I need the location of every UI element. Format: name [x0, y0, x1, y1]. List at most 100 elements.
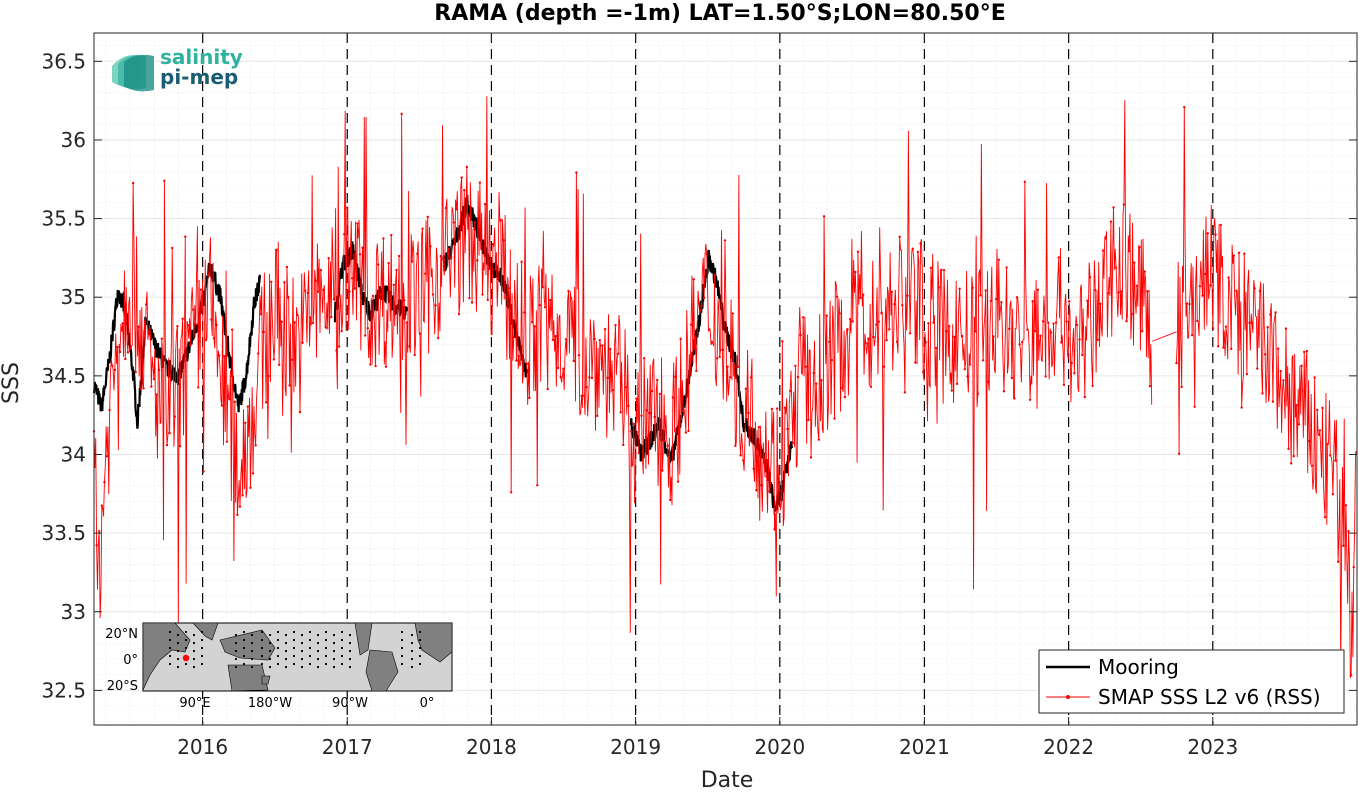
- series-point-smap: [546, 387, 549, 391]
- series-point-smap: [622, 443, 625, 447]
- series-point-smap: [937, 286, 940, 289]
- series-point-smap: [867, 337, 870, 340]
- inset-map-mooring-dot: [250, 665, 254, 669]
- series-point-smap: [549, 298, 552, 302]
- series-point-smap: [405, 321, 409, 324]
- inset-map-mooring-dot: [300, 657, 304, 661]
- series-point-smap: [189, 344, 192, 347]
- series-point-smap: [721, 348, 724, 352]
- series-point-smap: [215, 323, 218, 327]
- series-point-smap: [684, 431, 688, 434]
- series-point-smap: [515, 359, 518, 362]
- series-point-smap: [1313, 376, 1316, 379]
- series-point-smap: [491, 242, 495, 246]
- series-point-smap: [1083, 395, 1087, 399]
- series-point-smap: [413, 353, 416, 357]
- series-point-smap: [230, 328, 234, 331]
- series-point-smap: [1282, 379, 1285, 382]
- series-point-smap: [1295, 404, 1298, 407]
- inset-map-mooring-dot: [168, 638, 172, 642]
- series-point-smap: [742, 459, 745, 462]
- series-point-smap: [1099, 302, 1102, 306]
- series-point-smap: [911, 247, 914, 250]
- inset-map-mooring-dot: [316, 657, 320, 661]
- series-point-smap: [809, 456, 813, 459]
- inset-map-mooring-dot: [200, 662, 204, 666]
- series-point-smap: [257, 352, 260, 355]
- series-point-smap: [1227, 276, 1230, 279]
- series-point-smap: [804, 365, 808, 368]
- inset-map-mooring-dot: [308, 646, 312, 650]
- series-point-smap: [270, 280, 273, 284]
- series-point-smap: [470, 301, 474, 304]
- series-point-smap: [418, 332, 422, 335]
- series-point-smap: [322, 288, 325, 292]
- series-point-smap: [1185, 302, 1189, 305]
- series-point-smap: [1044, 375, 1047, 378]
- series-point-smap: [1271, 400, 1275, 403]
- inset-map-mooring-dot: [242, 630, 246, 634]
- series-point-smap: [585, 385, 588, 389]
- series-point-smap: [794, 364, 797, 368]
- series-point-smap: [1091, 384, 1094, 388]
- series-point-smap: [562, 367, 565, 370]
- series-point-smap: [619, 411, 622, 414]
- series-point-smap: [1300, 364, 1303, 368]
- series-point-smap: [348, 290, 351, 293]
- inset-map-mooring-dot: [176, 657, 180, 661]
- inset-map-mooring-dot: [268, 665, 272, 669]
- series-point-smap: [504, 296, 508, 299]
- series-point-smap: [1104, 237, 1107, 240]
- series-point-smap: [687, 429, 690, 433]
- series-point-smap: [1109, 220, 1113, 223]
- series-point-smap: [663, 439, 667, 443]
- series-point-smap: [671, 396, 675, 399]
- series-point-smap: [199, 288, 203, 291]
- series-point-smap: [465, 165, 469, 169]
- series-point-smap: [708, 328, 711, 331]
- series-point-smap: [783, 406, 787, 410]
- series-point-smap: [715, 357, 719, 360]
- series-point-smap: [113, 368, 117, 372]
- series-point-smap: [861, 293, 865, 296]
- series-point-smap: [377, 263, 380, 266]
- series-point-smap: [890, 290, 894, 294]
- series-point-smap: [1269, 313, 1272, 316]
- series-point-smap: [481, 293, 484, 296]
- y-tick-label: 35: [61, 285, 86, 309]
- series-point-smap: [525, 362, 529, 365]
- series-point-smap: [509, 491, 513, 494]
- series-point-smap: [1279, 370, 1282, 373]
- inset-map-mooring-dot: [200, 630, 204, 634]
- series-point-smap: [689, 323, 693, 326]
- inset-map-mooring-dot: [200, 654, 204, 658]
- series-point-smap: [820, 379, 823, 382]
- series-point-smap: [1107, 291, 1110, 295]
- inset-map-land: [227, 664, 269, 692]
- series-point-smap: [1018, 343, 1021, 346]
- series-point-smap: [1127, 250, 1131, 253]
- inset-map-mooring-dot: [168, 630, 172, 634]
- series-point-smap: [116, 345, 119, 349]
- series-point-smap: [442, 258, 445, 261]
- series-point-smap: [1125, 319, 1128, 323]
- series-point-smap: [1101, 249, 1105, 252]
- series-point-smap: [1329, 454, 1332, 457]
- series-point-smap: [841, 387, 844, 390]
- series-point-smap: [1080, 353, 1084, 357]
- series-point-smap: [285, 265, 289, 269]
- series-point-smap: [588, 376, 591, 379]
- series-point-smap: [1287, 447, 1290, 450]
- inset-map-mooring-dot: [242, 654, 246, 658]
- series-point-smap: [979, 294, 982, 297]
- series-point-smap: [554, 334, 557, 338]
- series-point-smap: [640, 414, 643, 417]
- series-point-smap: [1000, 301, 1003, 304]
- series-point-smap: [1130, 312, 1133, 316]
- series-point-smap: [760, 484, 763, 487]
- series-point-smap: [718, 355, 721, 359]
- series-point-smap: [225, 440, 229, 443]
- legend: Mooring SMAP SSS L2 v6 (RSS): [1038, 649, 1345, 714]
- inset-map-lat-label: 20°S: [107, 679, 138, 694]
